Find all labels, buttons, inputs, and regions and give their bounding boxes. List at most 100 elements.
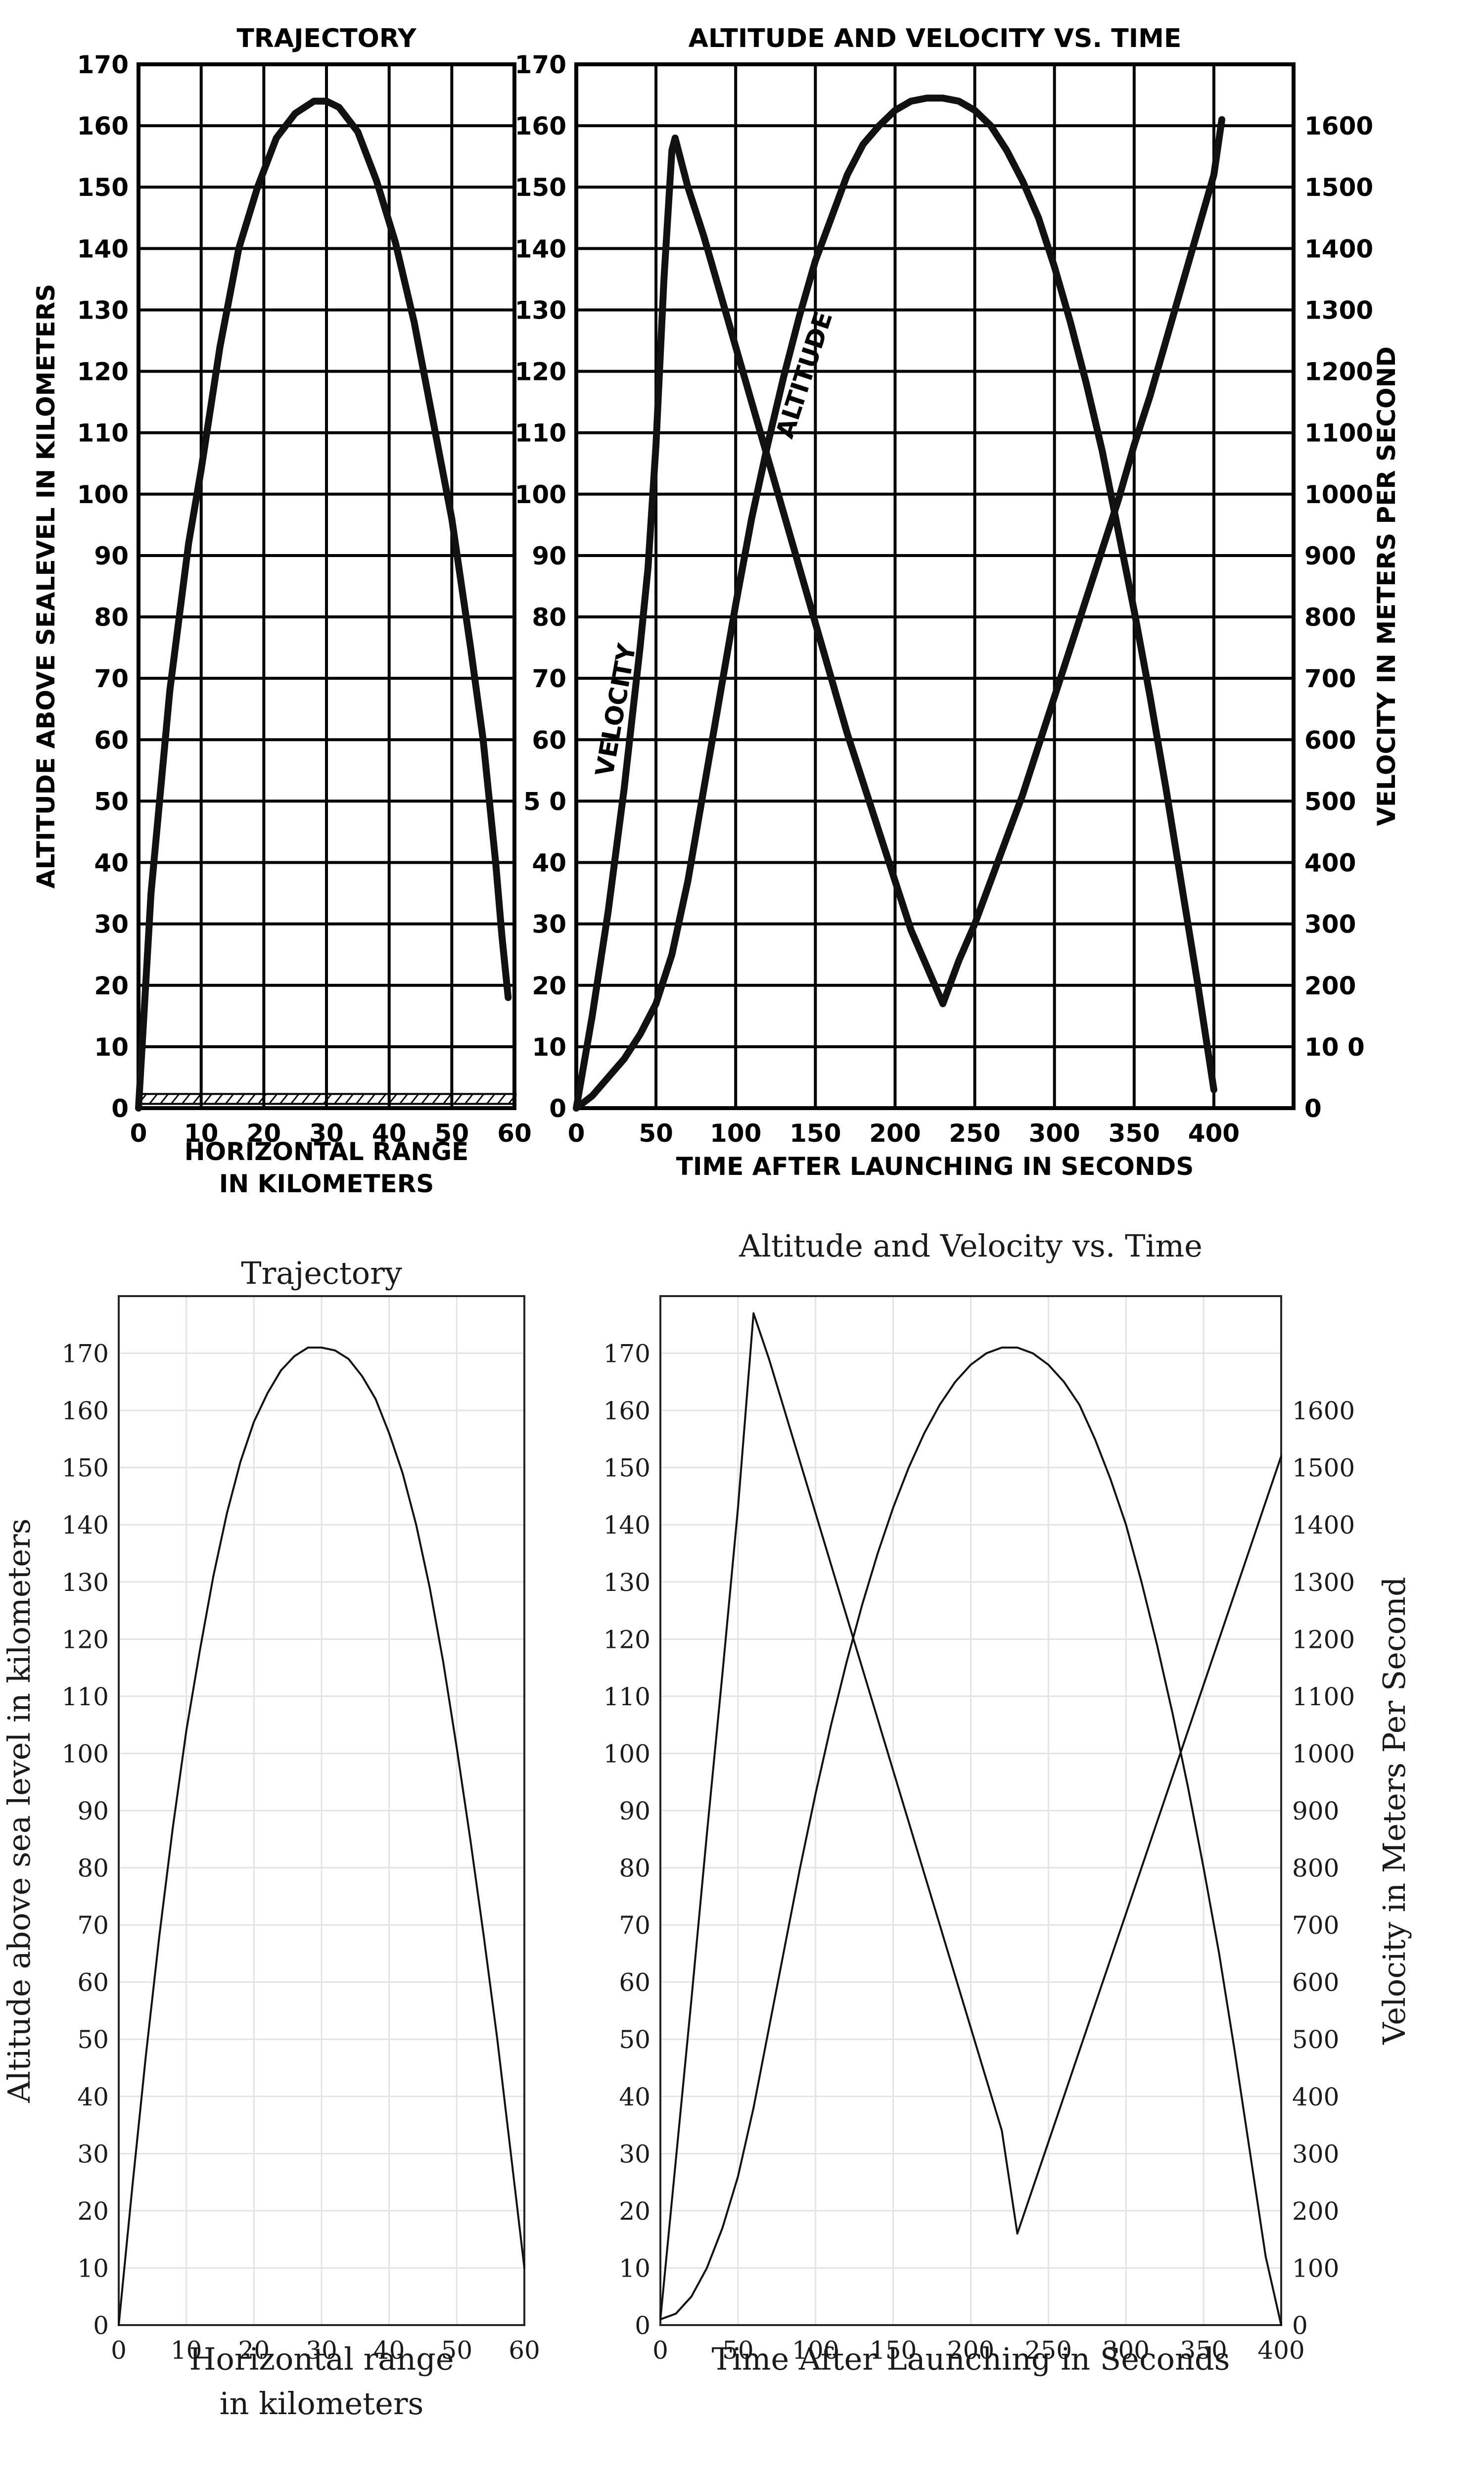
ground-hatch xyxy=(148,1093,158,1105)
y-tick-label: 120 xyxy=(62,1625,109,1654)
y-tick-label: 10 xyxy=(77,2254,109,2283)
y2-tick-label: 1200 xyxy=(1292,1625,1355,1654)
ground-hatch xyxy=(377,1093,387,1105)
y-tick-label: 60 xyxy=(619,1968,650,1997)
ground-hatch xyxy=(388,1093,398,1105)
y-tick-label: 80 xyxy=(77,1854,109,1883)
y-tick-label: 60 xyxy=(94,726,129,754)
y-tick-label: 120 xyxy=(515,358,566,386)
ground-hatch xyxy=(268,1093,278,1105)
ground-hatch xyxy=(333,1093,343,1105)
y2-tick-label: 0 xyxy=(1304,1094,1322,1123)
y-tick-label: 90 xyxy=(619,1797,650,1825)
x-axis-label: TIME AFTER LAUNCHING IN SECONDS xyxy=(676,1152,1194,1181)
y-tick-label: 120 xyxy=(603,1625,650,1654)
y-tick-label: 140 xyxy=(77,234,129,263)
y-tick-label: 110 xyxy=(62,1682,109,1711)
y-tick-label: 170 xyxy=(603,1340,650,1368)
ground-hatch xyxy=(344,1093,354,1105)
y-tick-label: 70 xyxy=(94,664,129,693)
ground-hatch xyxy=(442,1093,452,1105)
chart-title: Altitude and Velocity vs. Time xyxy=(739,1228,1203,1264)
y-tick-label: 160 xyxy=(62,1397,109,1425)
y2-tick-label: 1500 xyxy=(1292,1454,1355,1483)
x-tick-label: 200 xyxy=(869,1119,921,1148)
y-tick-label: 40 xyxy=(77,2083,109,2111)
old-trajectory-chart: 0 10 20 30 40 50 60 0 10 20 30 40 50 60 70 80 90 100 110 12… xyxy=(32,24,532,1198)
y-tick-label: 0 xyxy=(93,2311,109,2340)
x-tick-label: 200 xyxy=(947,2336,994,2365)
y-tick-label: 160 xyxy=(603,1397,650,1425)
y-tick-label: 120 xyxy=(77,358,129,386)
y-tick-label: 160 xyxy=(77,112,129,140)
ground-hatch xyxy=(453,1093,463,1105)
y2-tick-label: 1600 xyxy=(1304,112,1373,140)
ground-hatch xyxy=(312,1093,322,1105)
y-tick-label: 30 xyxy=(532,910,566,939)
velocity-series-line xyxy=(573,116,1225,1112)
x-tick-label: 0 xyxy=(130,1119,147,1148)
x-tick-label: 40 xyxy=(373,2336,405,2365)
ground-hatch xyxy=(410,1093,419,1105)
x-tick-label: 400 xyxy=(1257,2336,1304,2365)
y-tick-label: 80 xyxy=(619,1854,650,1883)
x-tick-label: 100 xyxy=(792,2336,839,2365)
y-tick-label: 30 xyxy=(619,2140,650,2168)
y2-tick-label: 900 xyxy=(1292,1797,1339,1825)
y2-tick-label: 0 xyxy=(1292,2311,1308,2340)
y-tick-label: 160 xyxy=(515,112,566,140)
ground-hatch xyxy=(225,1093,234,1105)
ground-hatch xyxy=(203,1093,213,1105)
y-tick-label: 60 xyxy=(77,1968,109,1997)
y-tick-label: 90 xyxy=(77,1797,109,1825)
x-tick-label: 350 xyxy=(1109,1119,1160,1148)
ground-hatch xyxy=(497,1093,507,1105)
x-tick-label: 50 xyxy=(435,1119,469,1148)
x-axis-label: Time After Launching in Seconds xyxy=(712,2341,1230,2377)
y-tick-label: 20 xyxy=(532,972,566,1000)
y-tick-label: 170 xyxy=(77,50,129,79)
y2-tick-label: 300 xyxy=(1304,910,1356,939)
plot-frame xyxy=(137,62,516,1110)
ground-hatch xyxy=(431,1093,441,1105)
y-axis-label: Altitude above sea level in kilometers xyxy=(1,1518,37,2103)
y2-axis-label: Velocity in Meters Per Second xyxy=(1376,1577,1412,2045)
y2-tick-label: 500 xyxy=(1292,2025,1339,2054)
x-tick-label: 50 xyxy=(441,2336,473,2365)
x-axis-label: HORIZONTAL RANGE xyxy=(185,1137,469,1166)
y2-tick-label: 1400 xyxy=(1304,234,1373,263)
y-tick-label: 80 xyxy=(94,603,129,632)
ground-hatch xyxy=(355,1093,365,1105)
ground-hatch xyxy=(214,1093,224,1105)
ground-hatch xyxy=(279,1093,289,1105)
chart-title: ALTITUDE AND VELOCITY VS. TIME xyxy=(689,24,1182,53)
y2-tick-label: 1300 xyxy=(1304,296,1373,325)
y-tick-label: 0 xyxy=(549,1094,566,1123)
ground-hatch xyxy=(181,1093,191,1105)
x-tick-label: 30 xyxy=(309,1119,344,1148)
y-tick-label: 110 xyxy=(77,419,129,448)
y-tick-label: 150 xyxy=(77,173,129,202)
y-tick-label: 0 xyxy=(635,2311,650,2340)
y2-tick-label: 400 xyxy=(1304,849,1356,878)
y2-tick-label: 1500 xyxy=(1304,173,1373,202)
trajectory-series-line xyxy=(135,97,512,1112)
y-tick-label: 60 xyxy=(532,726,566,754)
ground-hatch xyxy=(159,1093,169,1105)
y2-tick-label: 500 xyxy=(1304,787,1356,816)
y-tick-label: 30 xyxy=(94,910,129,939)
x-tick-label: 350 xyxy=(1180,2336,1227,2365)
y-tick-label: 50 xyxy=(94,787,129,816)
y2-tick-label: 600 xyxy=(1292,1968,1339,1997)
ground-hatch xyxy=(235,1093,245,1105)
y2-tick-label: 1000 xyxy=(1304,480,1373,509)
y-axis-label: ALTITUDE ABOVE SEALEVEL IN KILOMETERS xyxy=(32,284,60,888)
y-tick-label: 40 xyxy=(619,2083,650,2111)
y-tick-label: 50 xyxy=(77,2025,109,2054)
y-tick-label: 140 xyxy=(603,1511,650,1540)
x-tick-label: 250 xyxy=(949,1119,1000,1148)
x-tick-label: 10 xyxy=(171,2336,202,2365)
y2-tick-label: 1600 xyxy=(1292,1397,1355,1425)
plot-frame xyxy=(118,1295,525,2326)
